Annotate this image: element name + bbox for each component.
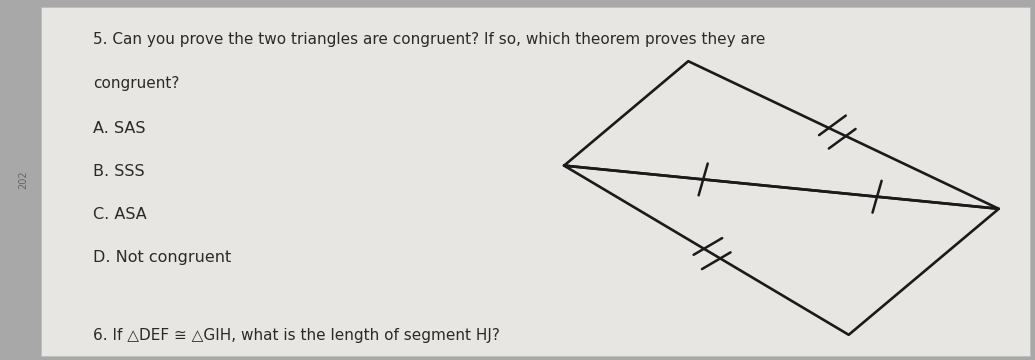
Text: B. SSS: B. SSS (93, 164, 145, 179)
FancyBboxPatch shape (41, 7, 1030, 356)
Text: D. Not congruent: D. Not congruent (93, 250, 232, 265)
Text: A. SAS: A. SAS (93, 121, 146, 136)
Text: 6. If △DEF ≅ △GIH, what is the length of segment HJ?: 6. If △DEF ≅ △GIH, what is the length of… (93, 328, 500, 343)
Text: C. ASA: C. ASA (93, 207, 147, 222)
Text: 5. Can you prove the two triangles are congruent? If so, which theorem proves th: 5. Can you prove the two triangles are c… (93, 32, 766, 48)
Text: 202: 202 (18, 171, 28, 189)
Text: congruent?: congruent? (93, 76, 179, 91)
